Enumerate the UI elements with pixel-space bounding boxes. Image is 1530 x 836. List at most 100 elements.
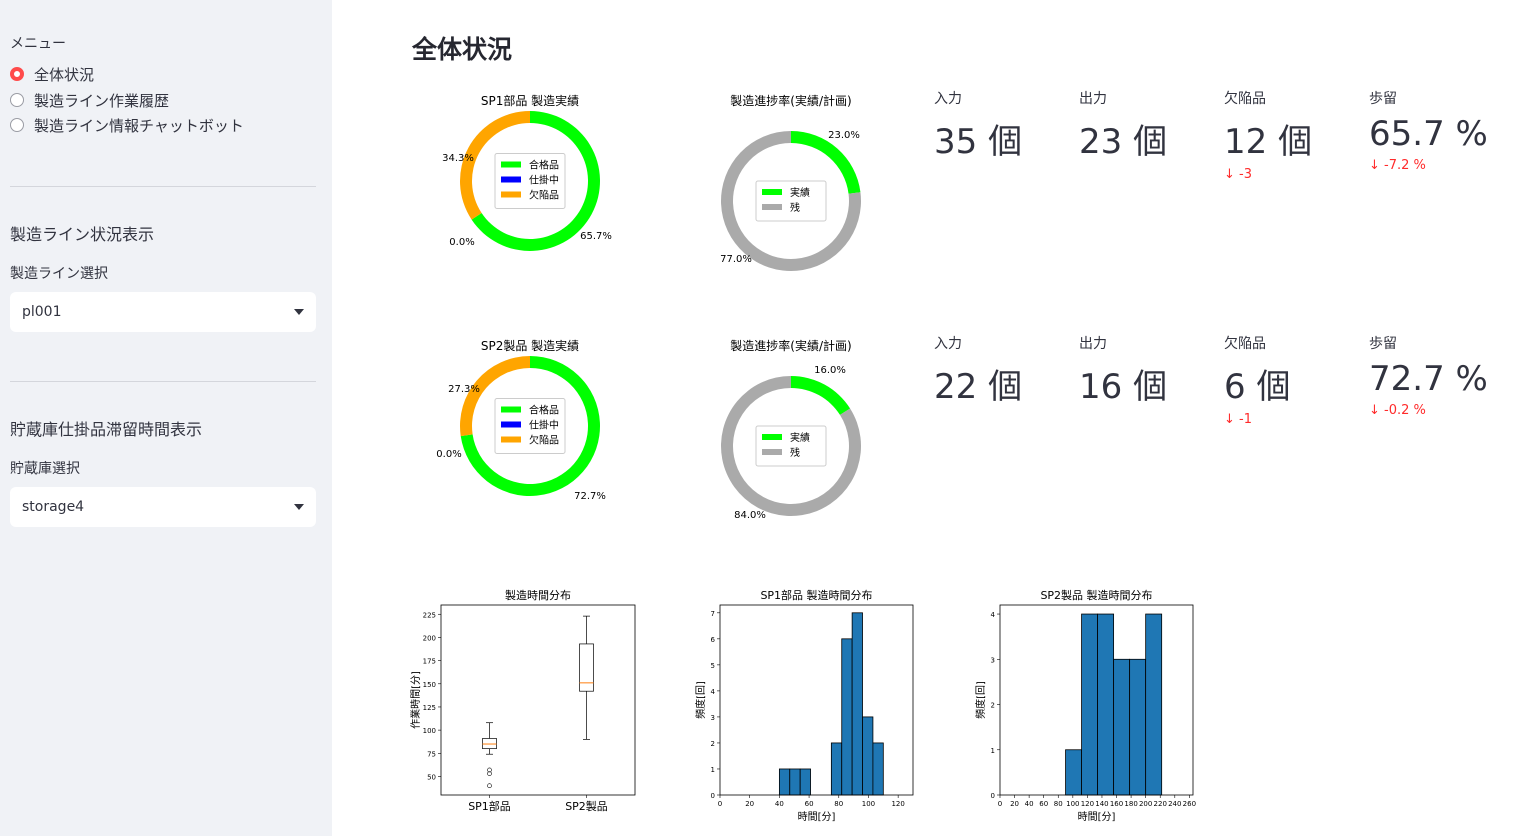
x-tick-label: 80 — [834, 800, 843, 808]
legend-label: 残 — [790, 446, 800, 459]
plot-frame — [440, 604, 636, 796]
x-tick-label: 20 — [745, 800, 754, 808]
pie-label: 0.0% — [436, 449, 461, 460]
production-time-boxplot: 製造時間分布 50 75 100 125 150 175 200 225 作業時間[分] SP1部品… — [409, 588, 636, 813]
y-tick-label: 100 — [423, 727, 436, 735]
metric-defect-2: 欠陥品 6 個 ↓ -1 — [1224, 333, 1364, 427]
chevron-down-icon[interactable] — [294, 309, 304, 315]
menu-item-label: 製造ライン情報チャットボット — [34, 116, 244, 135]
radio-icon[interactable] — [10, 118, 24, 132]
y-tick-label: 4 — [991, 611, 996, 619]
legend-label: 仕掛中 — [529, 174, 559, 187]
metric-value: 23 個 — [1079, 122, 1168, 162]
histogram-bar — [799, 768, 811, 796]
y-tick-label: 175 — [423, 658, 436, 666]
pie-slice — [460, 356, 530, 437]
y-tick-label: 0 — [711, 792, 715, 800]
x-tick-label: 160 — [1110, 800, 1123, 808]
menu-radio-chatbot[interactable]: 製造ライン情報チャットボット — [10, 114, 244, 136]
legend-box — [755, 425, 827, 467]
histogram-bar — [851, 612, 863, 796]
arrow-down-icon: ↓ — [1369, 403, 1385, 418]
legend-swatch — [501, 176, 521, 183]
divider — [10, 381, 316, 382]
radio-selected-icon[interactable] — [10, 67, 24, 81]
menu-radio-history[interactable]: 製造ライン作業履歴 — [10, 89, 169, 111]
y-tick-label: 0 — [991, 792, 995, 800]
legend-swatch — [762, 449, 782, 455]
metric-yield-2: 歩留 72.7 % ↓ -0.2 % — [1369, 333, 1509, 418]
x-tick-label: 120 — [891, 800, 904, 808]
chart-title: SP2製品 製造時間分布 — [1040, 588, 1152, 602]
y-tick-label: 225 — [423, 611, 436, 619]
arrow-down-icon: ↓ — [1369, 158, 1385, 173]
pie-slice — [460, 111, 530, 220]
x-tick-label: 0 — [998, 800, 1002, 808]
y-tick-label: 3 — [991, 656, 995, 664]
histogram-bar — [1113, 658, 1131, 796]
pie-label: 34.3% — [442, 153, 474, 164]
histogram-bar — [872, 742, 884, 796]
metric-label: 入力 — [934, 91, 962, 107]
metric-label: 歩留 — [1369, 91, 1397, 107]
x-tick-label: 60 — [805, 800, 814, 808]
metric-input-1: 入力 35 個 — [934, 88, 1074, 163]
y-tick-label: 2 — [711, 740, 715, 748]
x-tick-label: 40 — [775, 800, 784, 808]
x-tick-label: 200 — [1139, 800, 1152, 808]
y-tick-label: 1 — [991, 747, 995, 755]
pie-label: 65.7% — [580, 231, 612, 242]
line-select[interactable]: pl001 — [10, 292, 316, 332]
x-tick-label: 100 — [862, 800, 875, 808]
y-tick-label: 4 — [711, 688, 716, 696]
legend-box — [755, 180, 827, 222]
metric-delta: ↓ -1 — [1224, 412, 1364, 427]
y-tick-label: 5 — [711, 662, 715, 670]
storage-select[interactable]: storage4 — [10, 487, 316, 527]
metric-label: 欠陥品 — [1224, 336, 1266, 352]
legend-label: 欠陥品 — [529, 434, 559, 447]
chart-title: 製造時間分布 — [505, 588, 571, 602]
legend-swatch — [762, 434, 782, 440]
pie-label: 84.0% — [734, 510, 766, 521]
chevron-down-icon[interactable] — [294, 504, 304, 510]
x-tick-label: 180 — [1124, 800, 1137, 808]
radio-icon[interactable] — [10, 93, 24, 107]
legend-label: 残 — [790, 201, 800, 214]
y-tick-label: 125 — [423, 704, 436, 712]
legend-label: 合格品 — [529, 404, 559, 417]
metric-label: 欠陥品 — [1224, 91, 1266, 107]
x-tick-label: 140 — [1095, 800, 1108, 808]
y-axis-label: 頻度[回] — [694, 681, 707, 719]
metric-label: 出力 — [1079, 91, 1107, 107]
chart-title: 製造進捗率(実績/計画) — [730, 93, 851, 108]
divider — [10, 186, 316, 187]
arrow-down-icon: ↓ — [1224, 167, 1240, 182]
chart-title: SP1部品 製造実績 — [481, 93, 579, 108]
arrow-down-icon: ↓ — [1224, 412, 1240, 427]
histogram-bar — [1145, 613, 1163, 796]
metric-delta: ↓ -0.2 % — [1369, 403, 1509, 418]
histogram-bar — [1065, 749, 1082, 796]
menu-item-label: 全体状況 — [34, 65, 95, 84]
legend-swatch — [501, 406, 521, 413]
legend-swatch — [501, 161, 521, 168]
pie-slice — [791, 376, 851, 415]
metric-delta-value: -0.2 % — [1384, 403, 1426, 418]
y-tick-label: 50 — [427, 773, 436, 781]
y-axis-label: 頻度[回] — [974, 681, 987, 719]
metric-label: 入力 — [934, 336, 962, 352]
x-tick-label: 0 — [718, 800, 722, 808]
legend-label: 実績 — [790, 431, 810, 444]
metric-value: 6 個 — [1224, 367, 1291, 407]
pie-slice — [791, 131, 861, 194]
pie-label: 72.7% — [574, 491, 606, 502]
storage-select-label: 貯蔵庫選択 — [10, 461, 80, 477]
storage-section-header: 貯蔵庫仕掛品滞留時間表示 — [10, 420, 203, 439]
metric-value: 65.7 % — [1369, 114, 1488, 154]
metric-value: 16 個 — [1079, 367, 1168, 407]
metric-delta: ↓ -7.2 % — [1369, 158, 1509, 173]
menu-radio-overview[interactable]: 全体状況 — [10, 63, 94, 85]
